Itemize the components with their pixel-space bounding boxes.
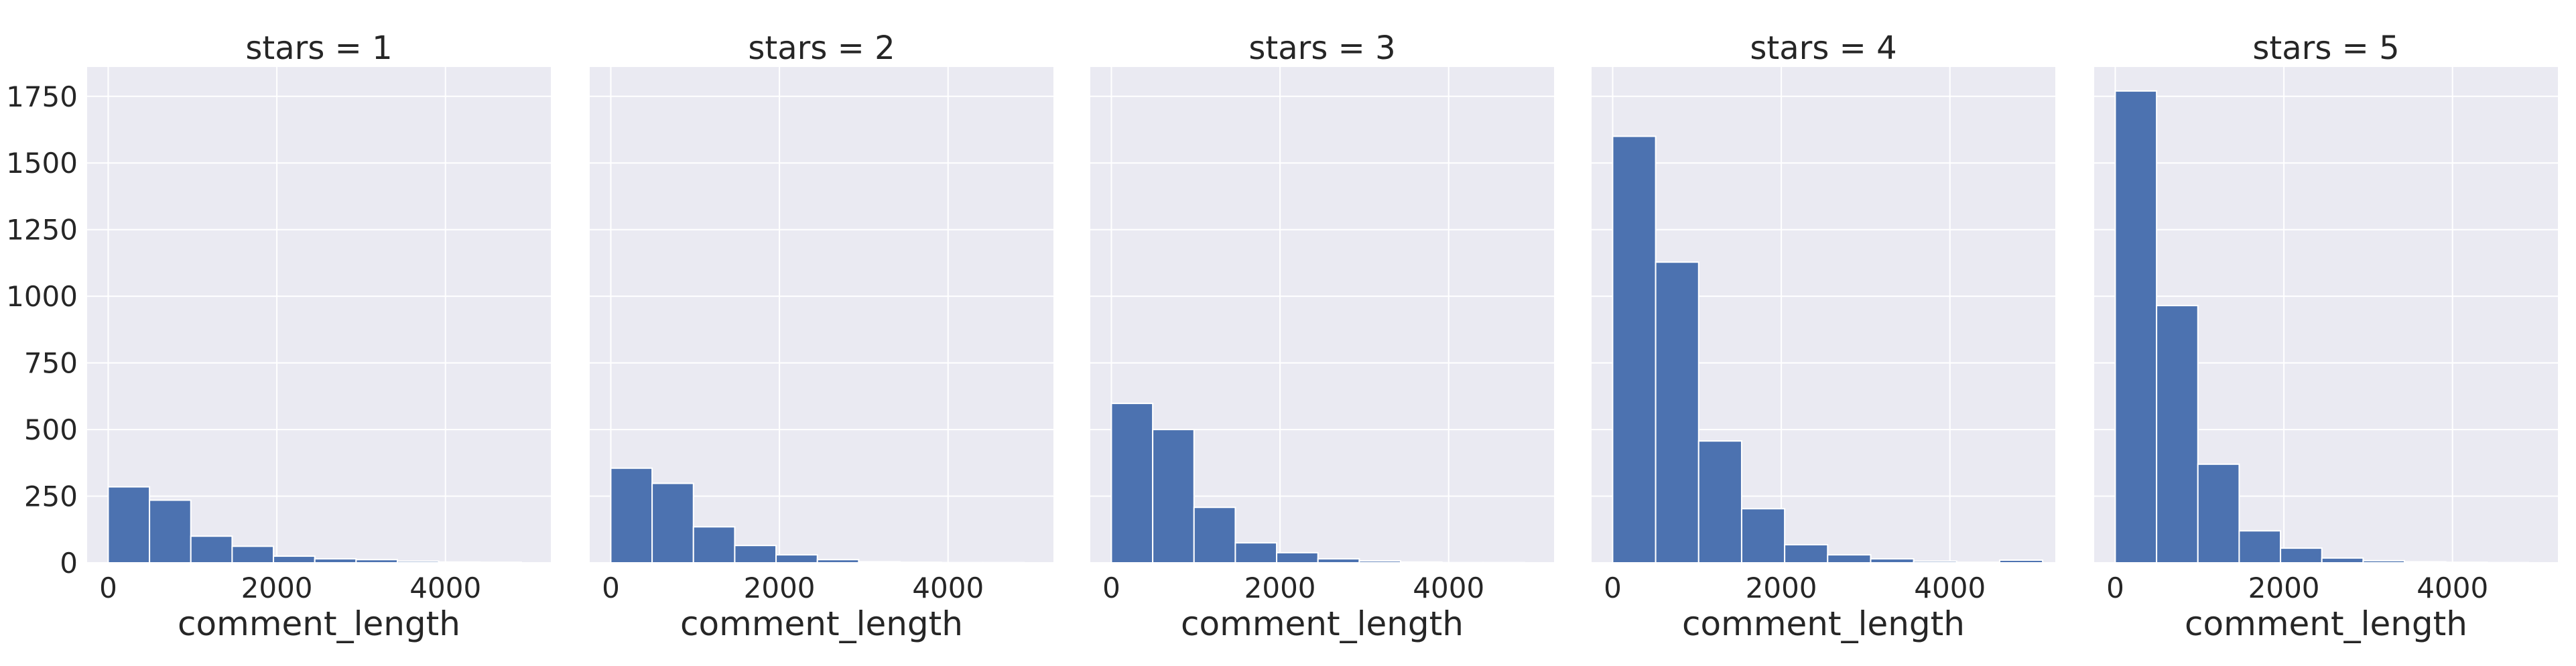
histogram-bar [1998, 559, 2044, 563]
x-tick-label: 2000 [1244, 572, 1316, 604]
histogram-bar [899, 561, 942, 563]
x-tick-label: 2000 [744, 572, 816, 604]
histogram-bar [2362, 559, 2406, 563]
y-tick-label: 1750 [6, 80, 78, 113]
histogram-bar [314, 558, 357, 564]
x-tick-label: 4000 [1914, 572, 1986, 604]
histogram-bar [190, 535, 233, 563]
histogram-bar [2114, 90, 2158, 563]
panel-background [87, 67, 551, 563]
histogram-bar [149, 499, 192, 563]
histogram-bar [479, 561, 522, 563]
x-tick-label: 4000 [1413, 572, 1484, 604]
histogram-bar [816, 559, 860, 564]
histogram-bar [107, 486, 151, 564]
histogram-bar [2280, 547, 2323, 564]
histogram-bar [438, 561, 481, 564]
histogram-bar [2321, 557, 2364, 563]
x-axis-label: comment_length [1682, 604, 1965, 643]
histogram-bar [1193, 507, 1236, 563]
histogram-bar [1110, 403, 1154, 563]
facet-title: stars = 1 [245, 29, 392, 67]
histogram-bar [2156, 305, 2199, 563]
histogram-bar [651, 482, 694, 563]
histogram-bar [1655, 261, 1699, 563]
y-tick-label: 500 [24, 413, 78, 446]
x-axis-label: comment_length [1181, 604, 1464, 643]
x-tick-label: 2000 [1746, 572, 1817, 604]
histogram-bar [1612, 135, 1657, 563]
histogram-bar [2445, 561, 2488, 563]
histogram-bar [1697, 440, 1742, 563]
x-axis-label: comment_length [178, 604, 460, 643]
panel-background [590, 67, 1053, 563]
histogram-bar [734, 545, 777, 563]
histogram-bar [1234, 542, 1278, 564]
x-tick-label: 4000 [409, 572, 481, 604]
y-tick-label: 1500 [6, 147, 78, 180]
histogram-bar [692, 526, 736, 564]
x-tick-label: 0 [2106, 572, 2124, 604]
x-tick-label: 0 [99, 572, 117, 604]
histogram-bar [775, 554, 818, 563]
x-tick-label: 4000 [912, 572, 984, 604]
histogram-bar [1955, 561, 2000, 563]
histogram-bar [1276, 551, 1319, 563]
facet-title: stars = 5 [2252, 29, 2399, 67]
x-tick-label: 0 [1102, 572, 1120, 604]
facet-title: stars = 4 [1750, 29, 1896, 67]
histogram-bar [273, 555, 316, 564]
histogram-bar [231, 545, 275, 563]
x-tick-label: 2000 [241, 572, 313, 604]
x-tick-label: 0 [1604, 572, 1622, 604]
x-tick-label: 2000 [2248, 572, 2320, 604]
y-tick-label: 1000 [6, 280, 78, 313]
histogram-bar [1317, 558, 1360, 564]
x-tick-label: 0 [602, 572, 620, 604]
histogram-bar [610, 467, 653, 563]
histogram-bar [2197, 463, 2240, 564]
histogram-bar [1400, 561, 1443, 564]
histogram-bar [1827, 554, 1872, 563]
histogram-bar [1784, 543, 1829, 563]
y-tick-label: 250 [24, 480, 78, 513]
histogram-bar [397, 560, 440, 564]
y-tick-label: 750 [24, 347, 78, 380]
x-tick-label: 4000 [2417, 572, 2488, 604]
histogram-bar [1913, 560, 1957, 564]
histogram-bar [1870, 558, 1915, 564]
histogram-bar [1152, 429, 1195, 563]
histogram-bar [1740, 508, 1786, 564]
histogram-bar [1358, 560, 1402, 563]
histogram-bar [858, 561, 901, 564]
histogram-bar [355, 559, 399, 564]
facet-title: stars = 2 [748, 29, 895, 67]
x-axis-label: comment_length [680, 604, 963, 643]
y-tick-label: 1250 [6, 214, 78, 247]
histogram-bar [2238, 530, 2282, 563]
histogram-bar [2404, 561, 2447, 564]
y-tick-label: 0 [60, 547, 78, 580]
facet-title: stars = 3 [1248, 29, 1395, 67]
x-axis-label: comment_length [2185, 604, 2467, 643]
